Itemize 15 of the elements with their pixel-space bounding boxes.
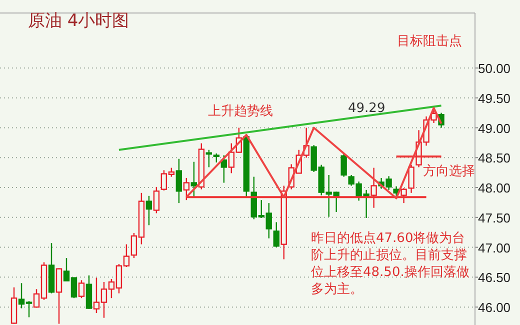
y-tick-label: 46.50 bbox=[478, 270, 511, 286]
annotation: 昨日的低点47.60将做为台阶上升的止损位。目前支撑位上移至48.50.操作回落做多为主。 bbox=[311, 230, 470, 298]
annotation: 49.29 bbox=[348, 101, 386, 118]
chart-title: 原油 4小时图 bbox=[28, 11, 130, 31]
y-tick-label: 47.00 bbox=[478, 240, 511, 256]
annotation: 目标阻击点 bbox=[397, 34, 462, 50]
y-tick-label: 49.00 bbox=[478, 120, 511, 136]
annotation: 方向选择 bbox=[423, 164, 475, 180]
annotation: 上升趋势线 bbox=[208, 104, 273, 120]
y-tick-label: 46.00 bbox=[478, 300, 511, 316]
y-tick-label: 47.50 bbox=[478, 210, 511, 226]
y-tick-label: 48.00 bbox=[478, 180, 511, 196]
y-tick-label: 50.00 bbox=[478, 60, 511, 76]
y-tick-label: 48.50 bbox=[478, 150, 511, 166]
y-tick-label: 49.50 bbox=[478, 90, 511, 106]
